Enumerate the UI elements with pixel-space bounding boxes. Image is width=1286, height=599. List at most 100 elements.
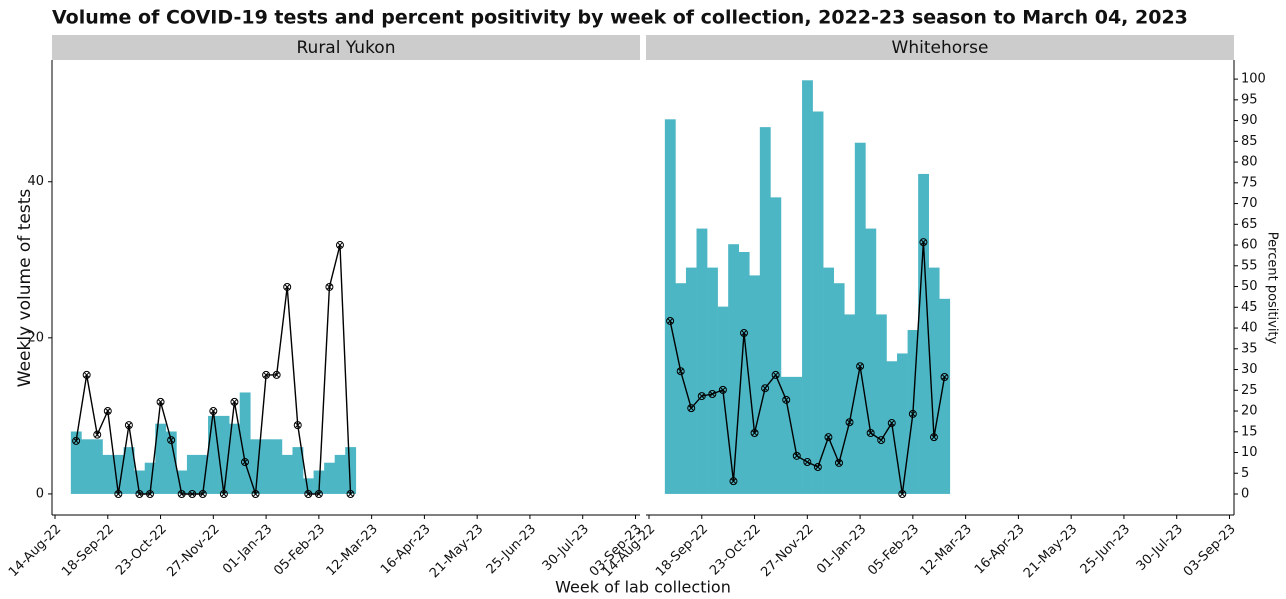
marker-circle [782,395,791,404]
bar [897,353,908,494]
marker-circle [219,490,228,499]
marker-circle [146,490,154,499]
marker-circle [740,329,748,338]
x-tick-label: 16-Apr-23 [378,522,434,578]
bar [281,454,293,494]
marker-circle [877,436,886,445]
marker-cross [751,430,758,436]
bar [759,127,771,494]
x-tick-label: 30-Jul-23 [1134,522,1186,574]
line-marker [877,436,886,445]
y2-tick-label: 15 [1241,424,1258,439]
marker-circle [209,407,218,416]
line-marker [114,490,123,499]
y2-tick-label: 40 [1241,321,1258,336]
y2-tick-label: 65 [1241,217,1258,232]
y-tick-label: 0 [36,486,44,501]
marker-circle [919,238,928,247]
bar [303,478,314,494]
marker-circle [687,404,696,413]
y2-tick-label: 100 [1241,72,1266,87]
line-marker [687,404,696,413]
line-marker [866,429,875,438]
marker-cross [899,491,906,497]
marker-cross [846,419,853,426]
marker-cross [126,422,132,428]
marker-cross [242,459,248,465]
bar [685,267,697,494]
marker-cross [793,452,800,459]
y2-tick-label: 45 [1241,300,1258,315]
facet-strip [646,35,1234,60]
y2-tick-label: 90 [1241,113,1258,128]
marker-circle [335,241,344,250]
line-marker [72,436,81,445]
marker-cross [772,372,779,378]
marker-circle [813,463,822,472]
bar [229,423,241,494]
marker-circle [908,409,917,418]
x-tick-label: 21-May-23 [427,522,486,581]
marker-circle [72,436,81,445]
marker-circle [940,372,949,381]
marker-circle [135,490,144,499]
y2-axis-label: Percent positivity [1265,232,1280,345]
marker-cross [263,372,269,378]
chart-title: Volume of COVID-19 tests and percent pos… [52,7,1188,29]
marker-cross [73,438,79,444]
line-marker [188,490,197,499]
marker-circle [198,490,207,499]
bar [780,376,792,494]
line-marker [856,362,865,371]
bar [165,431,177,494]
marker-cross [857,363,863,370]
marker-circle [761,384,770,393]
marker-circle [856,362,865,371]
bar [292,447,304,494]
line-marker [666,316,675,325]
bar [260,439,272,494]
marker-cross [104,408,111,414]
line-marker [283,282,292,291]
x-tick-label: 05-Feb-23 [271,522,328,579]
marker-circle [156,397,165,406]
bar [738,251,750,494]
marker-circle [124,421,133,430]
marker-cross [825,434,832,441]
marker-cross [867,430,874,436]
marker-cross [326,284,333,290]
marker-circle [177,490,186,499]
line-marker [834,458,843,467]
line-marker [940,372,949,381]
bar [113,454,124,494]
marker-cross [231,399,238,405]
x-tick-label: 12-Mar-23 [324,522,381,579]
marker-cross [741,330,747,336]
x-tick-label: 14-Aug-22 [6,522,64,580]
y2-tick-label: 25 [1241,383,1258,398]
x-tick-label: 16-Apr-23 [972,522,1028,578]
line-marker [135,490,144,499]
marker-cross [252,491,259,497]
line-marker [146,490,154,499]
x-tick-label: 05-Feb-23 [865,522,922,579]
bar [144,462,156,494]
line-marker [929,433,938,442]
marker-circle [929,433,938,442]
facet-strip [52,35,640,60]
bar [802,80,813,494]
line-marker [304,490,313,499]
line-marker [792,451,801,460]
marker-cross [294,422,301,428]
line-marker [230,397,239,406]
marker-cross [815,464,821,470]
y2-tick-label: 80 [1241,155,1258,170]
bar [770,197,782,494]
marker-cross [941,374,948,380]
bar [271,439,283,494]
line-marker [898,490,907,499]
y2-tick-label: 35 [1241,341,1258,356]
marker-circle [824,433,833,442]
line-marker [325,282,334,291]
